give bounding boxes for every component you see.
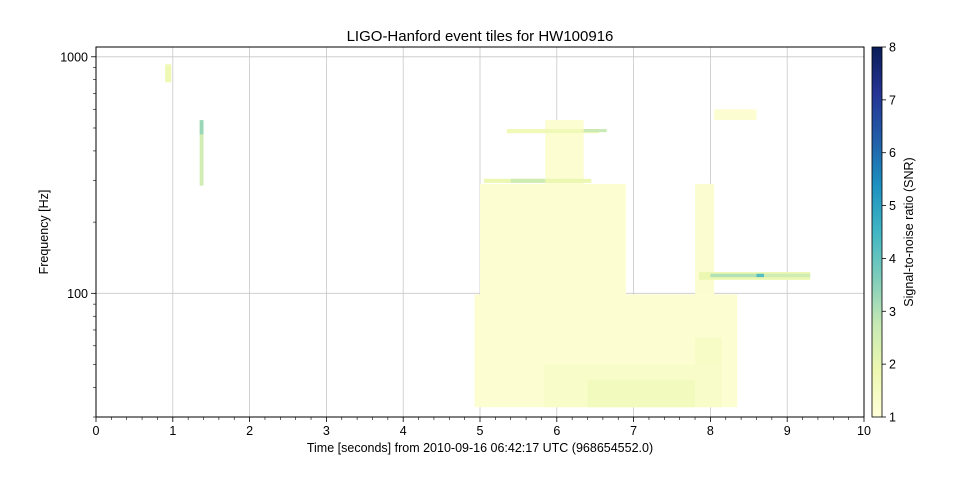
x-tick-label: 9: [784, 424, 791, 438]
colorbar-label: Signal-to-noise ratio (SNR): [902, 157, 916, 306]
event-tile: [756, 273, 765, 278]
colorbar-tick-label: 5: [889, 199, 896, 213]
colorbar-tick-label: 2: [889, 358, 896, 372]
colorbar-ticks: 1 2 3 4 5 6 7 8: [882, 41, 896, 425]
x-tick-label: 2: [246, 424, 253, 438]
event-tile: [764, 273, 811, 278]
event-tile: [714, 109, 757, 121]
event-tile: [165, 64, 172, 83]
y-tick-label: 1000: [60, 50, 88, 64]
event-tiles: [165, 64, 811, 408]
colorbar-tick-label: 7: [889, 93, 896, 107]
colorbar-tick-label: 8: [889, 41, 896, 55]
colorbar-tick-label: 1: [889, 411, 896, 425]
x-tick-label: 7: [630, 424, 637, 438]
event-tile: [695, 337, 722, 365]
colorbar-tick-label: 4: [889, 252, 896, 266]
event-tile: [480, 183, 626, 295]
y-axis-ticks: 100 1000: [60, 50, 96, 418]
y-tick-label: 100: [67, 287, 88, 301]
y-axis-label: Frequency [Hz]: [37, 190, 51, 275]
event-tile: [695, 183, 715, 295]
event-tile: [506, 129, 600, 134]
x-tick-label: 8: [707, 424, 714, 438]
colorbar-tick-label: 6: [889, 146, 896, 160]
x-tick-label: 5: [477, 424, 484, 438]
event-tile: [710, 273, 757, 278]
event-tile: [199, 120, 204, 186]
event-tile: [199, 120, 204, 135]
colorbar: [871, 46, 883, 418]
event-tile: [510, 178, 546, 183]
x-axis-ticks: 0 1 2 3 4 5 6 7 8 9 10: [93, 417, 871, 438]
event-tile: [583, 129, 607, 133]
x-tick-label: 1: [169, 424, 176, 438]
x-axis-label: Time [seconds] from 2010-09-16 06:42:17 …: [307, 441, 653, 455]
chart-title: LIGO-Hanford event tiles for HW100916: [347, 28, 614, 45]
x-tick-label: 4: [400, 424, 407, 438]
x-tick-label: 10: [857, 424, 871, 438]
x-tick-label: 6: [553, 424, 560, 438]
x-tick-label: 3: [323, 424, 330, 438]
event-tile: [587, 380, 696, 408]
x-tick-label: 0: [93, 424, 100, 438]
colorbar-tick-label: 3: [889, 305, 896, 319]
